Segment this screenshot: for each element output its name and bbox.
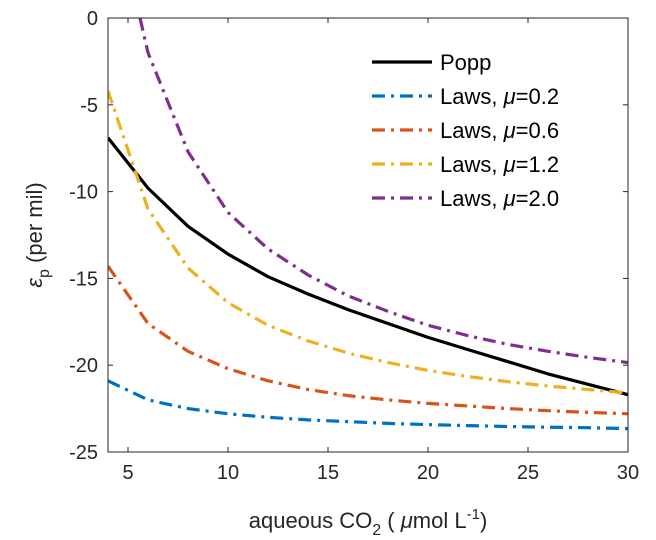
series-line-4 bbox=[138, 18, 628, 365]
legend-label-prefix: Laws, bbox=[440, 118, 504, 143]
legend-label-prefix: Laws, bbox=[440, 84, 504, 109]
legend-label-mu: μ bbox=[503, 152, 516, 177]
legend-label-1: Laws, μ=0.2 bbox=[440, 84, 559, 109]
legend-label-text: Popp bbox=[440, 50, 491, 75]
x-tick-label: 5 bbox=[122, 462, 133, 484]
legend-label-suffix: =2.0 bbox=[516, 186, 559, 211]
legend-label-suffix: =0.6 bbox=[516, 118, 559, 143]
x-tick-label: 25 bbox=[517, 462, 539, 484]
legend-label-2: Laws, μ=0.6 bbox=[440, 118, 559, 143]
y-axis-label: εp (per mil) bbox=[22, 182, 53, 287]
y-tick-label: -5 bbox=[80, 95, 98, 117]
y-axis-label-symbol: ε bbox=[22, 278, 47, 288]
series-line-0 bbox=[108, 136, 628, 397]
legend-label-mu: μ bbox=[503, 84, 516, 109]
x-tick-label: 30 bbox=[617, 462, 639, 484]
x-axis-label-prefix: ( bbox=[381, 508, 401, 533]
y-axis-label-rest: (per mil) bbox=[22, 182, 47, 269]
legend-label-prefix: Laws, bbox=[440, 186, 504, 211]
legend-label-suffix: =1.2 bbox=[516, 152, 559, 177]
legend-label-0: Popp bbox=[440, 50, 491, 75]
x-axis-label-unit: mol L bbox=[413, 508, 467, 533]
plot-frame bbox=[107, 17, 629, 453]
x-axis-label: aqueous CO2 ( μmol L-1) bbox=[249, 506, 488, 539]
x-tick-label: 10 bbox=[217, 462, 239, 484]
y-tick-label: 0 bbox=[87, 8, 98, 30]
legend-label-4: Laws, μ=2.0 bbox=[440, 186, 559, 211]
x-axis-label-sub: 2 bbox=[372, 522, 381, 539]
legend-label-mu: μ bbox=[503, 118, 516, 143]
series-line-2 bbox=[108, 265, 628, 416]
series-layer bbox=[108, 18, 628, 431]
y-tick-label: -10 bbox=[69, 182, 98, 204]
x-axis-label-sup: -1 bbox=[467, 506, 480, 523]
x-tick-label: 20 bbox=[417, 462, 439, 484]
x-axis-label-main: aqueous CO bbox=[249, 508, 373, 533]
ticks-layer: 5 10 15 20 25 30 0 -5 -10 -15 -20 -25 bbox=[69, 8, 639, 484]
legend-label-prefix: Laws, bbox=[440, 152, 504, 177]
legend-label-suffix: =0.2 bbox=[516, 84, 559, 109]
y-tick-label: -20 bbox=[69, 355, 98, 377]
x-axis-label-mu: μ bbox=[400, 508, 413, 533]
legend-label-mu: μ bbox=[503, 186, 516, 211]
x-tick-label: 15 bbox=[317, 462, 339, 484]
series-line-1 bbox=[108, 379, 628, 431]
series-line-3 bbox=[108, 90, 628, 395]
y-tick-label: -15 bbox=[69, 268, 98, 290]
y-tick-label: -25 bbox=[69, 442, 98, 464]
legend-label-3: Laws, μ=1.2 bbox=[440, 152, 559, 177]
x-axis-label-close: ) bbox=[480, 508, 487, 533]
y-axis-label-sub: p bbox=[36, 269, 53, 278]
